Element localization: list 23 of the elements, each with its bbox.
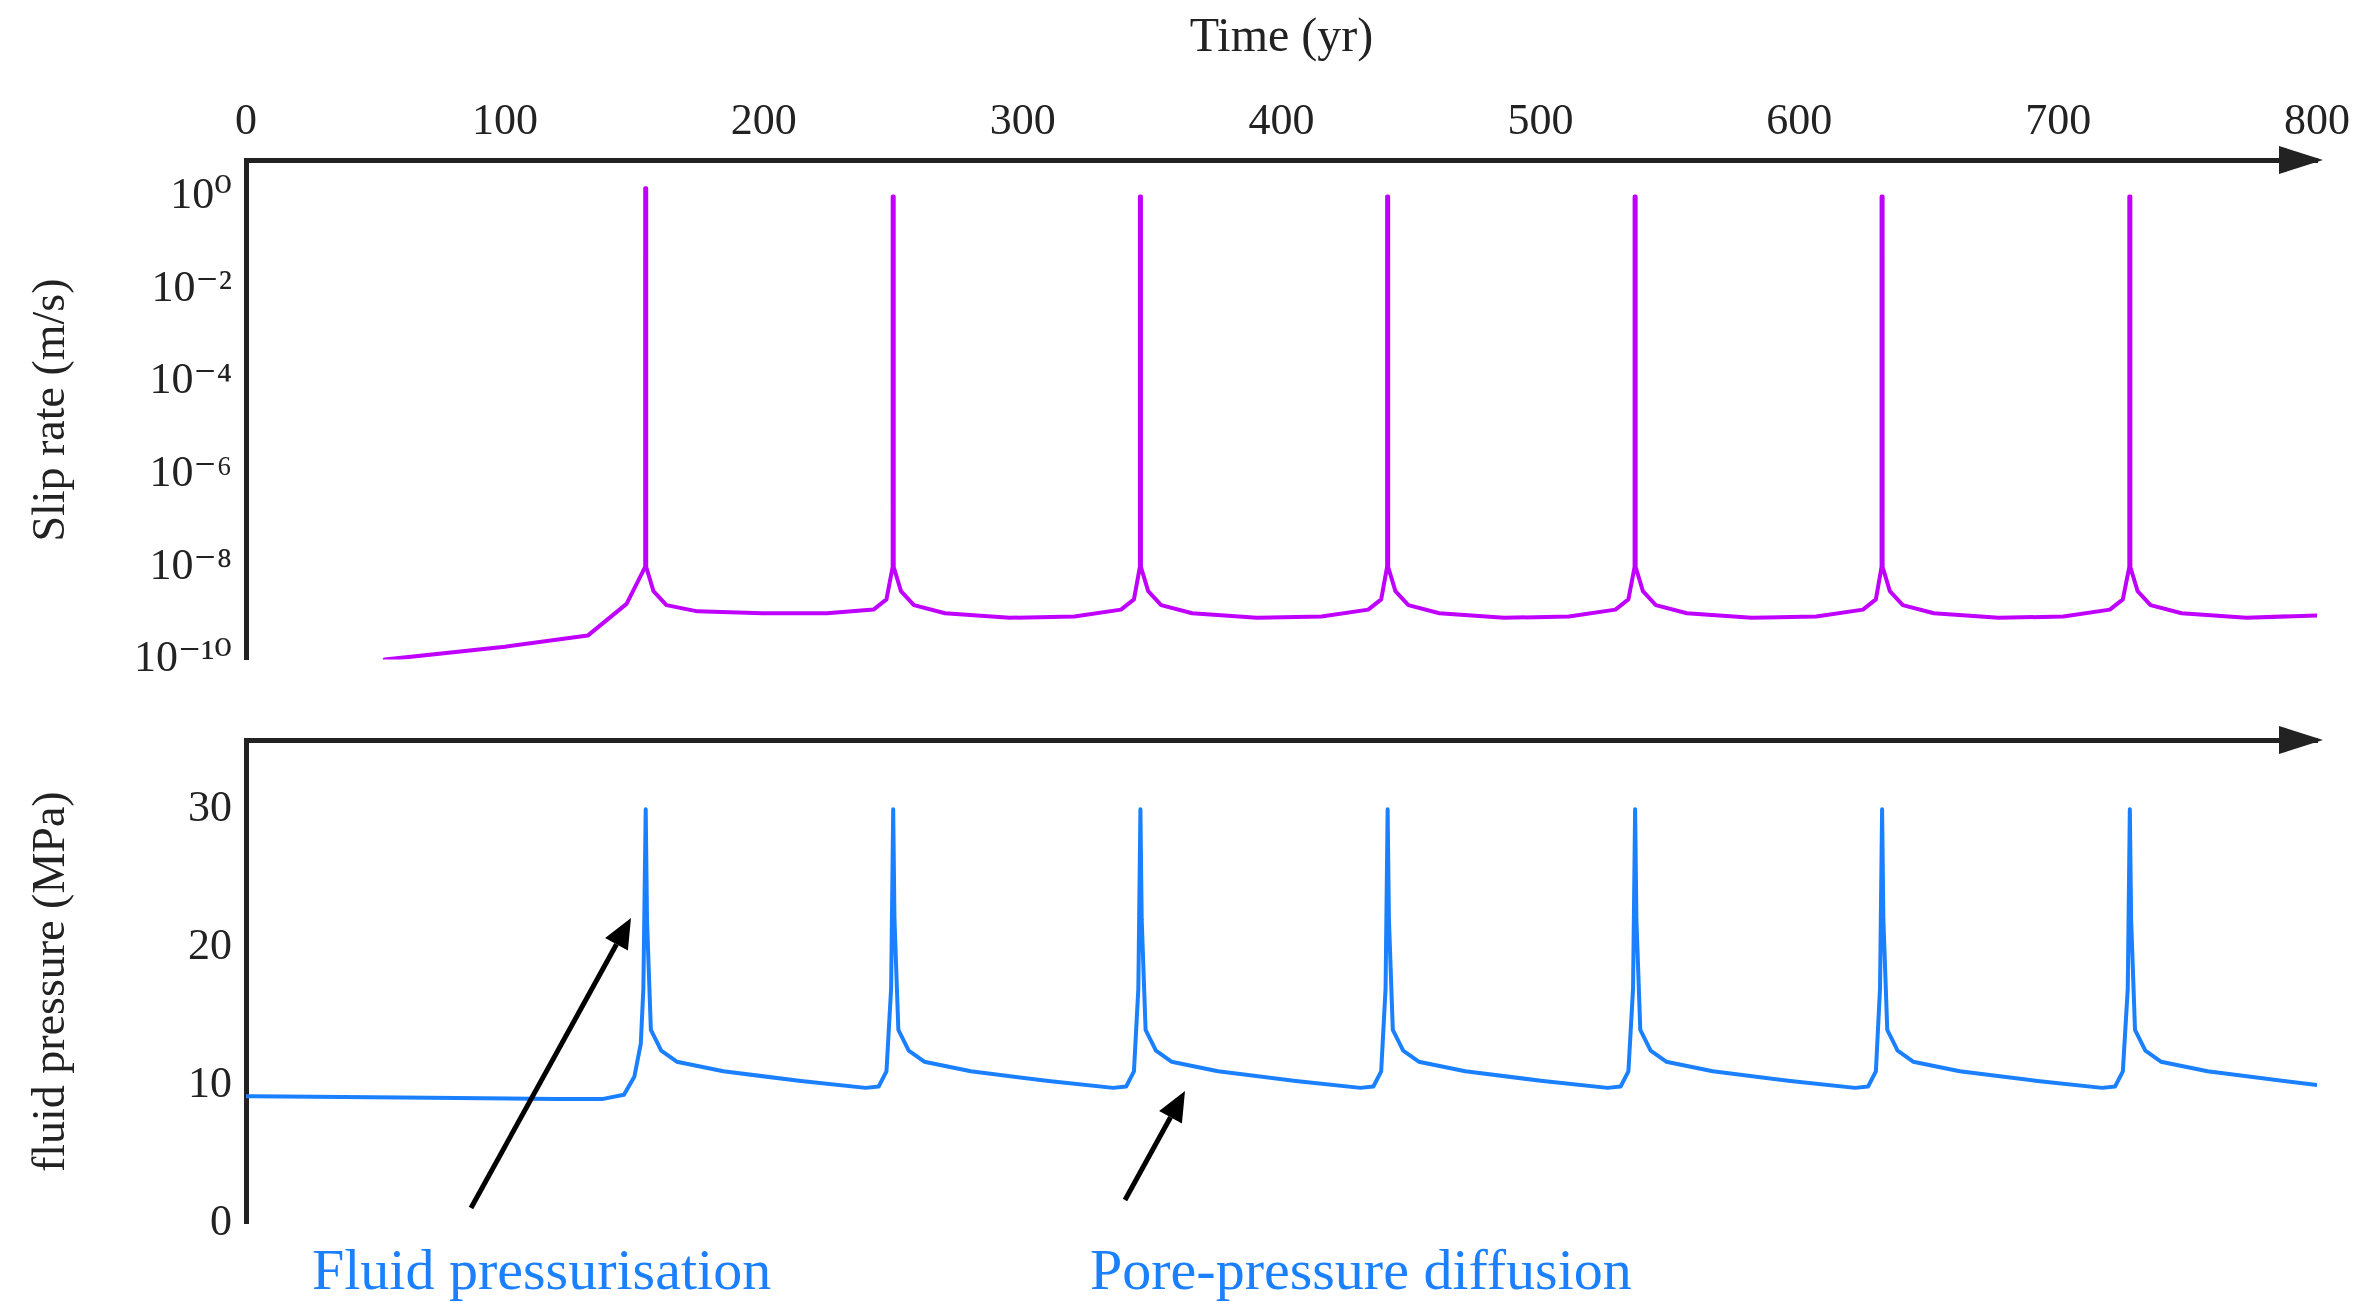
x-tick-label: 100 [471,94,538,144]
x-tick-label: 700 [2025,94,2092,144]
x-tick-label: 600 [1766,94,1833,144]
x-tick-label: 400 [1248,94,1315,144]
y-axis-title: fluid pressure (MPa) [22,791,74,1173]
x-axis-title: Time (yr) [1189,8,1374,63]
x-tick-label: 200 [730,94,797,144]
y-tick-label: 20 [188,919,232,969]
x-tick-label: 500 [1507,94,1574,144]
y-tick-label: 10⁰ [170,169,232,218]
y-tick-label: 10⁻⁶ [149,446,232,496]
text: Fluid pressurisation [312,1237,772,1302]
y-tick-label: 10 [188,1057,232,1107]
y-axis-title: Slip rate (m/s) [22,278,74,542]
y-tick-label: 10⁻² [151,261,232,311]
y-tick-label: 30 [188,781,232,831]
y-tick-label: 10⁻¹⁰ [133,632,232,682]
text: Pore-pressure diffusion [1090,1237,1632,1302]
y-tick-label: 0 [210,1195,232,1245]
y-tick-label: 10⁻⁴ [149,354,232,404]
x-tick-label: 800 [2284,94,2350,144]
y-tick-label: 10⁻⁸ [149,539,232,589]
x-tick-label: 300 [989,94,1056,144]
